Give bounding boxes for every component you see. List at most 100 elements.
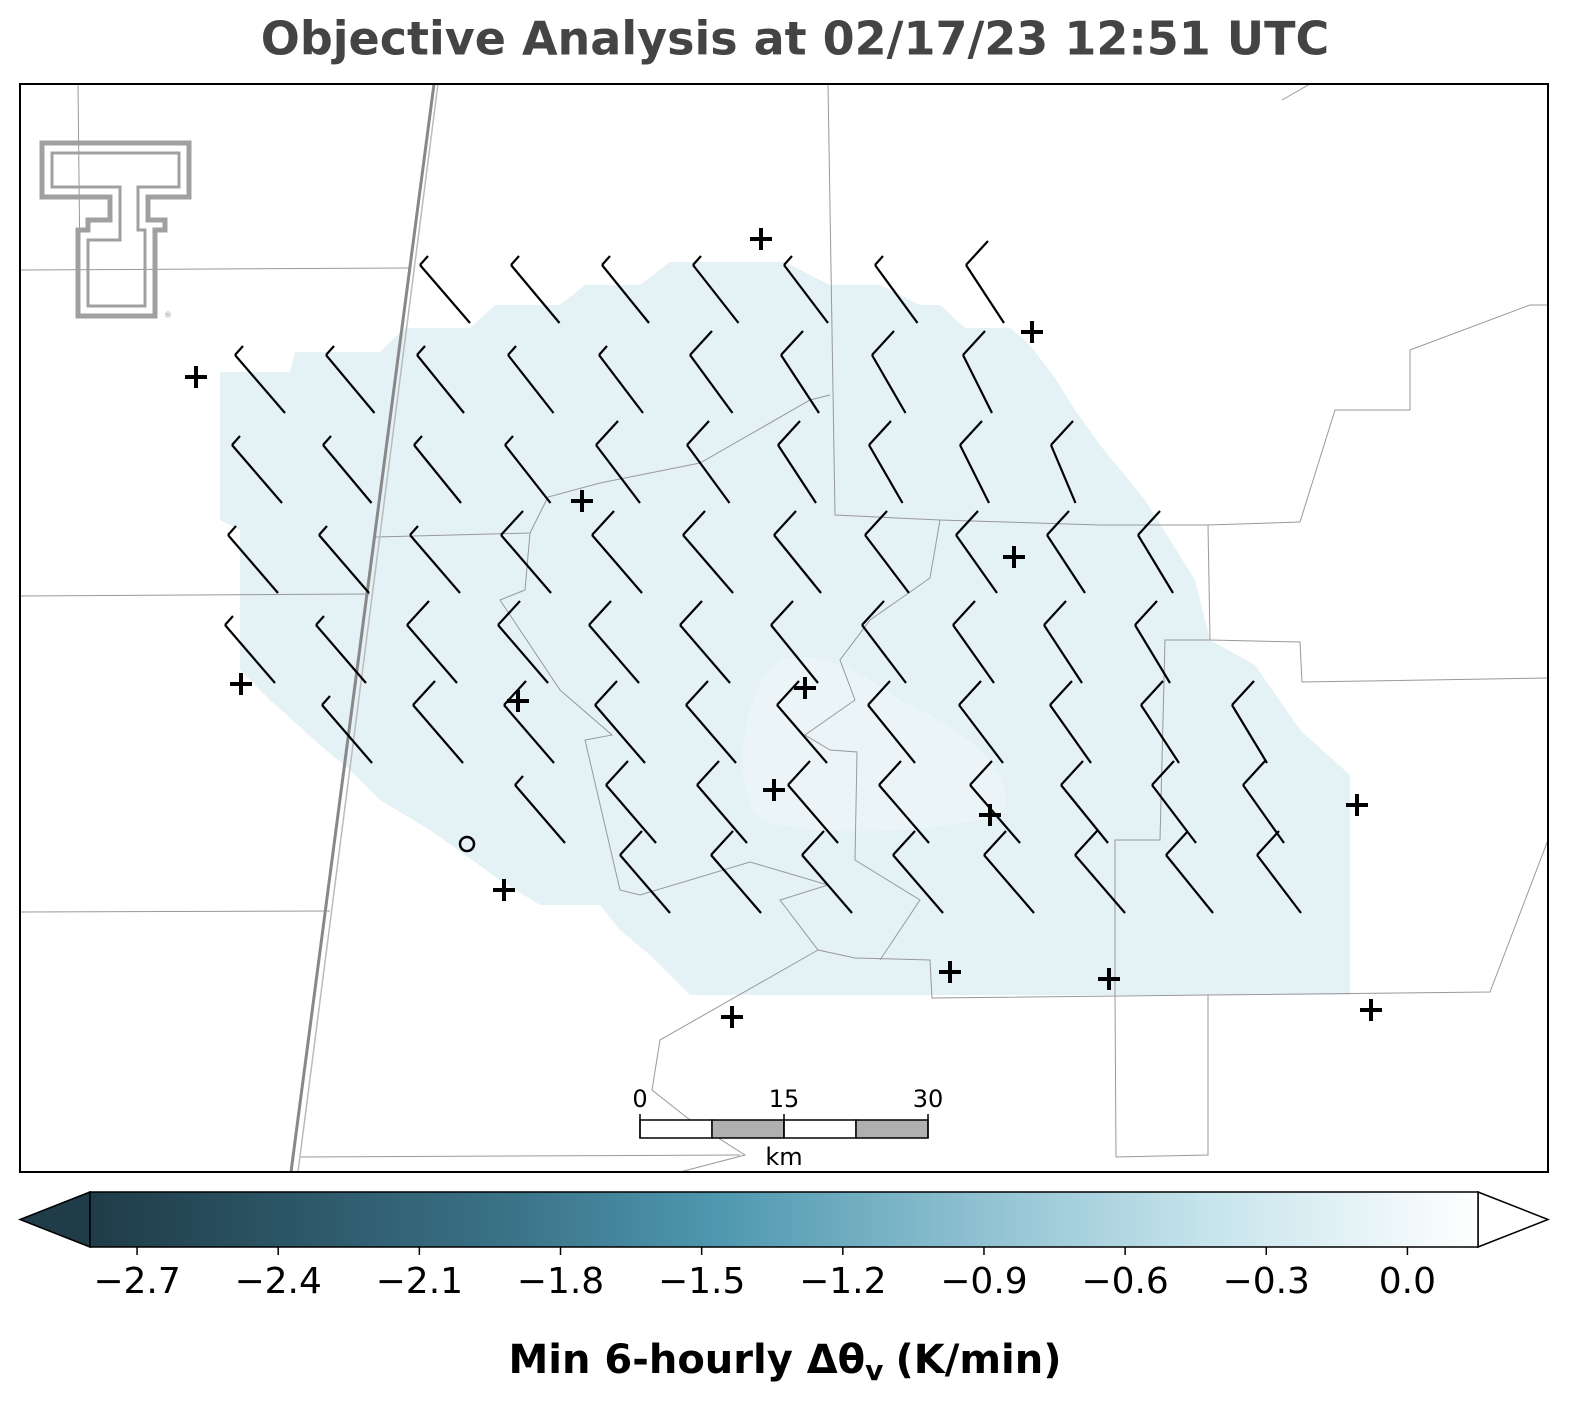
barb-flag: [1151, 760, 1175, 786]
barb-staff: [983, 854, 1035, 914]
barb-staff: [594, 704, 646, 764]
station-marker: [1098, 968, 1120, 990]
barb-flag: [955, 510, 979, 536]
barb-flag: [1046, 510, 1070, 536]
barb-staff: [601, 264, 650, 324]
barb-flag: [497, 600, 521, 626]
barb-staff: [1140, 704, 1180, 764]
barb-staff: [1049, 444, 1077, 504]
barb-flag: [1165, 830, 1189, 856]
colorbar: −2.7 −2.4 −2.1 −1.8 −1.5 −1.2 −0.9 −0.6 −0.3 0.0: [17, 1190, 1551, 1302]
barb-flag: [983, 830, 1007, 856]
barb-flag: [1060, 760, 1084, 786]
barb-staff: [234, 354, 286, 414]
barb-staff: [1151, 784, 1197, 844]
barb-staff: [679, 624, 731, 684]
station-marker: [763, 779, 785, 801]
barb-flag: [773, 510, 797, 536]
barb-flag: [801, 830, 825, 856]
barb-staff: [952, 624, 995, 684]
barb-flag: [321, 695, 331, 706]
colorbar-tick-label: 0.0: [1379, 1261, 1436, 1302]
barb-flag: [318, 525, 328, 536]
colorbar-tick-label: −2.7: [93, 1261, 180, 1302]
barb-staff: [892, 854, 944, 914]
barb-staff: [801, 854, 853, 914]
scale-bar: 0 15 30 km: [632, 1085, 943, 1171]
colorbar-fill: [89, 1191, 1479, 1248]
barb-staff: [619, 854, 671, 914]
station-marker: [493, 879, 515, 901]
barb-staff: [227, 534, 279, 594]
barb-flag: [1074, 830, 1098, 856]
barb-staff: [1043, 624, 1083, 684]
stations: [185, 228, 1382, 1028]
station-marker: [721, 1006, 743, 1028]
barb-staff: [780, 354, 820, 414]
barb-staff: [1074, 854, 1126, 914]
barb-staff: [861, 624, 907, 684]
barb-flag: [868, 420, 892, 446]
barb-flag: [406, 600, 430, 626]
station-marker: [1003, 546, 1025, 568]
barb-flag: [507, 345, 517, 356]
barb-staff: [1134, 624, 1171, 684]
state-line: [289, 84, 439, 1172]
analysis-shading: [220, 262, 1350, 995]
barb-staff: [510, 264, 561, 324]
colorbar-tick-label: −1.5: [658, 1261, 745, 1302]
barb-flag: [1256, 830, 1280, 856]
barb-flag: [959, 420, 983, 446]
scale-tick-label: 30: [913, 1085, 944, 1113]
barb-staff: [871, 354, 907, 414]
barb-staff: [696, 784, 748, 844]
barb-staff: [685, 704, 737, 764]
barb-staff: [783, 264, 829, 324]
station-marker: [1346, 794, 1368, 816]
barb-staff: [409, 534, 461, 594]
barb-flag: [413, 435, 423, 446]
barb-staff: [322, 444, 373, 504]
colorbar-tick-label: −2.1: [376, 1261, 463, 1302]
barb-flag: [685, 680, 709, 706]
colorbar-label-main: Min 6-hourly Δθ: [509, 1337, 866, 1383]
barb-flag: [224, 615, 234, 626]
scale-segment: [711, 1119, 785, 1139]
colorbar-label: Min 6-hourly Δθv (K/min): [509, 1337, 1062, 1387]
barb-staff: [864, 534, 910, 594]
barb-flag: [419, 255, 429, 266]
scale-segment: [855, 1119, 929, 1139]
barb-flag: [227, 525, 237, 536]
barb-flag: [787, 760, 811, 786]
station-marker: [230, 673, 252, 695]
barb-flag: [1050, 420, 1074, 446]
colorbar-label-sub: v: [865, 1354, 883, 1387]
scale-segment: [783, 1119, 857, 1139]
barb-staff: [958, 704, 1004, 764]
barb-flag: [878, 760, 902, 786]
barb-flag: [409, 525, 419, 536]
barb-flag: [952, 600, 976, 626]
barb-staff: [588, 624, 640, 684]
barb-flag: [601, 255, 611, 266]
scale-tick-label: 0: [632, 1085, 647, 1113]
barb-flag: [412, 680, 436, 706]
barb-staff: [605, 784, 657, 844]
barb-staff: [598, 354, 644, 414]
barb-flag: [514, 775, 524, 786]
barb-staff: [416, 354, 465, 414]
barb-staff: [224, 624, 276, 684]
barb-staff: [514, 784, 566, 844]
wind-barbs: [224, 240, 1302, 914]
barb-flag: [504, 435, 514, 446]
barb-staff: [325, 354, 376, 414]
barb-staff: [962, 354, 993, 414]
barb-flag: [1140, 680, 1164, 706]
colorbar-tick-label: −0.3: [1223, 1261, 1310, 1302]
barb-staff: [507, 354, 555, 414]
barb-flag: [416, 345, 426, 356]
barb-flag: [588, 600, 612, 626]
map-area: [20, 84, 1548, 1172]
barb-flag: [1134, 600, 1158, 626]
colorbar-extend-high: [1477, 1190, 1551, 1249]
